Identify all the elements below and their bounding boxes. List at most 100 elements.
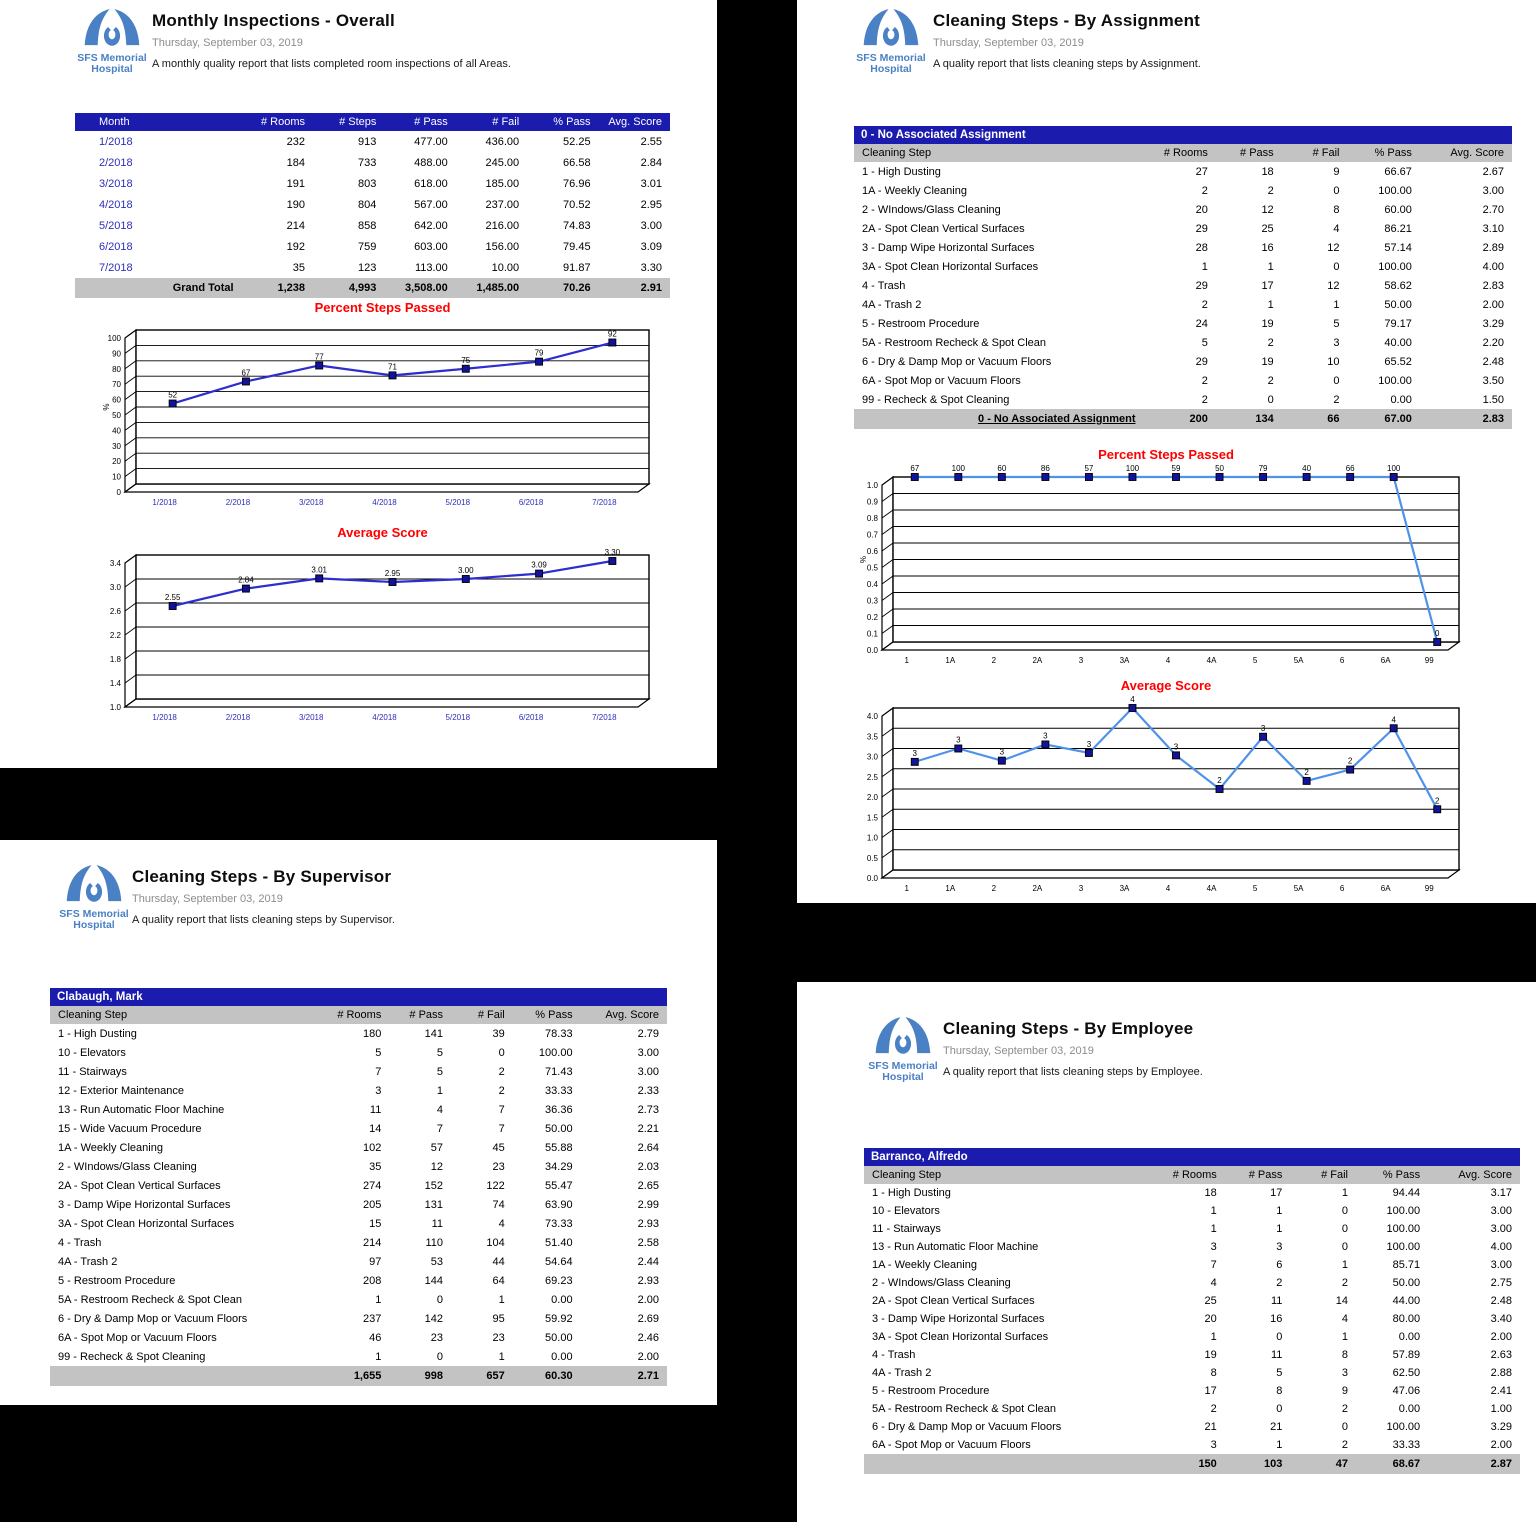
- table-cell: 2A - Spot Clean Vertical Surfaces: [58, 1179, 221, 1192]
- svg-text:6: 6: [1340, 656, 1345, 665]
- svg-text:1.0: 1.0: [110, 703, 122, 712]
- table-cell: 73.33: [545, 1217, 573, 1230]
- column-header: # Pass: [389, 1006, 452, 1024]
- table-cell: 3: [1333, 336, 1340, 349]
- chart-title: Percent Steps Passed: [314, 300, 451, 315]
- table-cell: 3.00: [637, 1065, 659, 1078]
- svg-text:3.30: 3.30: [605, 548, 621, 557]
- table-cell: 99 - Recheck & Spot Cleaning: [58, 1350, 206, 1363]
- table-row: 1/2018 232 913 477.00 436.00 52.25 2.55: [75, 131, 670, 152]
- table-cell: 2 - WIndows/Glass Cleaning: [58, 1160, 197, 1173]
- table-cell: 6A - Spot Mop or Vacuum Floors: [862, 374, 1021, 387]
- table-cell: 237: [362, 1312, 382, 1325]
- column-header: # Fail: [1281, 144, 1348, 162]
- table-cell: 62.50: [1392, 1367, 1421, 1379]
- table-cell: 7: [1210, 1259, 1217, 1271]
- table-cell: 40.00: [1384, 336, 1412, 349]
- svg-text:0: 0: [1435, 629, 1440, 638]
- table-cell: 18: [1204, 1187, 1217, 1199]
- table-cell: 33.33: [545, 1084, 573, 1097]
- table-row: 99 - Recheck & Spot Cleaning 1 0 1 0.00 2.00: [50, 1347, 667, 1366]
- table-cell: 3: [375, 1084, 382, 1097]
- svg-text:60: 60: [112, 396, 121, 405]
- table-cell: 6 - Dry & Damp Mop or Vacuum Floors: [872, 1421, 1062, 1433]
- svg-text:3: 3: [1087, 740, 1092, 749]
- table-cell: 57.14: [1384, 241, 1412, 254]
- svg-text:6/2018: 6/2018: [519, 713, 544, 722]
- table-cell: 58.62: [1384, 279, 1412, 292]
- table-cell: 1A - Weekly Cleaning: [862, 184, 967, 197]
- table-row: 4 - Trash 19 11 8 57.89 2.63: [864, 1346, 1520, 1364]
- svg-text:60: 60: [997, 465, 1006, 473]
- table-cell: 214: [362, 1236, 382, 1249]
- table-cell: 47.06: [1392, 1385, 1421, 1397]
- table-cell: 64: [492, 1274, 505, 1287]
- table-cell: 4: [1341, 1313, 1348, 1325]
- table-cell: 1A - Weekly Cleaning: [58, 1141, 163, 1154]
- table-cell: 5: [1333, 317, 1340, 330]
- hospital-logo-text: SFS Memorial Hospital: [856, 52, 926, 75]
- table-cell: 152: [424, 1179, 444, 1192]
- table-cell: 17: [1204, 1385, 1217, 1397]
- table-cell: 3.50: [1482, 374, 1504, 387]
- table-cell: 4: [436, 1103, 444, 1116]
- table-cell: 44.00: [1392, 1295, 1421, 1307]
- svg-text:100: 100: [1126, 465, 1140, 473]
- table-cell: 100.00: [1378, 184, 1412, 197]
- chart-block-percent-steps-passed: Percent Steps Passed 0.0 0.1 0.2 0.3 0.4 0.5 0…: [857, 447, 1475, 668]
- total-cell: Grand Total: [75, 278, 242, 298]
- report-date: Thursday, September 03, 2019: [152, 37, 303, 49]
- table-row: 2/2018 184 733 488.00 245.00 66.58 2.84: [75, 152, 670, 173]
- table-cell: 2.00: [1490, 1331, 1512, 1343]
- table-row: 4A - Trash 2 97 53 44 54.64 2.44: [50, 1252, 667, 1271]
- table-cell: 2 - WIndows/Glass Cleaning: [862, 203, 1001, 216]
- total-cell: 3,508.00: [384, 278, 456, 298]
- table-cell: 5A - Restroom Recheck & Spot Clean: [58, 1293, 243, 1306]
- table-cell: 29: [1195, 279, 1208, 292]
- table-cell: 0: [1267, 393, 1274, 406]
- table-cell: 71.43: [545, 1065, 573, 1078]
- table-cell: 3.40: [1490, 1313, 1512, 1325]
- table-cell: 50.00: [1392, 1277, 1421, 1289]
- table-cell: 142: [424, 1312, 444, 1325]
- table-cell: 14: [1335, 1295, 1348, 1307]
- table-cell: 3/2018: [99, 177, 133, 190]
- table-cell: 2.67: [1482, 165, 1504, 178]
- table-cell: 46: [369, 1331, 382, 1344]
- hospital-logo-icon: [84, 9, 140, 46]
- table-cell: 6 - Dry & Damp Mop or Vacuum Floors: [862, 355, 1052, 368]
- column-header: Month: [75, 113, 242, 131]
- table-cell: 0: [436, 1350, 444, 1363]
- table-row: 3A - Spot Clean Horizontal Surfaces 15 11 4…: [50, 1214, 667, 1233]
- table-cell: 2.65: [637, 1179, 659, 1192]
- table-cell: 11 - Stairways: [58, 1065, 127, 1078]
- svg-text:4A: 4A: [1207, 656, 1217, 665]
- report-date: Thursday, September 03, 2019: [933, 37, 1084, 49]
- svg-text:4: 4: [1130, 696, 1135, 704]
- svg-text:50: 50: [112, 411, 121, 420]
- table-cell: 66.58: [563, 156, 591, 169]
- svg-text:2: 2: [1435, 796, 1440, 805]
- table-cell: 12: [430, 1160, 444, 1173]
- table-row: 10 - Elevators 5 5 0 100.00 3.00: [50, 1043, 667, 1062]
- table-header-row: Cleaning Step # Rooms # Pass # Fail% Pass Av…: [864, 1166, 1520, 1184]
- cleaning-steps-by-employee-table: Barranco, Alfredo Cleaning Step # Rooms # P…: [864, 1148, 1520, 1474]
- table-row: 3A - Spot Clean Horizontal Surfaces 1 0 1 0.…: [864, 1328, 1520, 1346]
- svg-text:80: 80: [112, 365, 121, 374]
- table-cell: 2.89: [1482, 241, 1504, 254]
- column-header: % Pass: [1347, 144, 1420, 162]
- column-header: # Steps: [313, 113, 385, 131]
- table-cell: 2.69: [637, 1312, 659, 1325]
- table-cell: 3 - Damp Wipe Horizontal Surfaces: [872, 1313, 1045, 1325]
- table-cell: 5: [436, 1065, 444, 1078]
- svg-text:86: 86: [1041, 465, 1050, 473]
- table-cell: 60.00: [1384, 203, 1412, 216]
- table-total-row: 1,655 998 657 60.30 2.71: [50, 1366, 667, 1386]
- table-cell: 208: [362, 1274, 382, 1287]
- svg-text:2.2: 2.2: [110, 631, 122, 640]
- report-panel-overall: SFS Memorial Hospital Monthly Inspections…: [0, 0, 717, 768]
- column-header: # Pass: [1224, 1166, 1291, 1184]
- table-cell: 91.87: [563, 261, 591, 274]
- table-cell: 2 - WIndows/Glass Cleaning: [872, 1277, 1011, 1289]
- report-header: Cleaning Steps - By Employee Thursday, S…: [943, 1019, 1503, 1078]
